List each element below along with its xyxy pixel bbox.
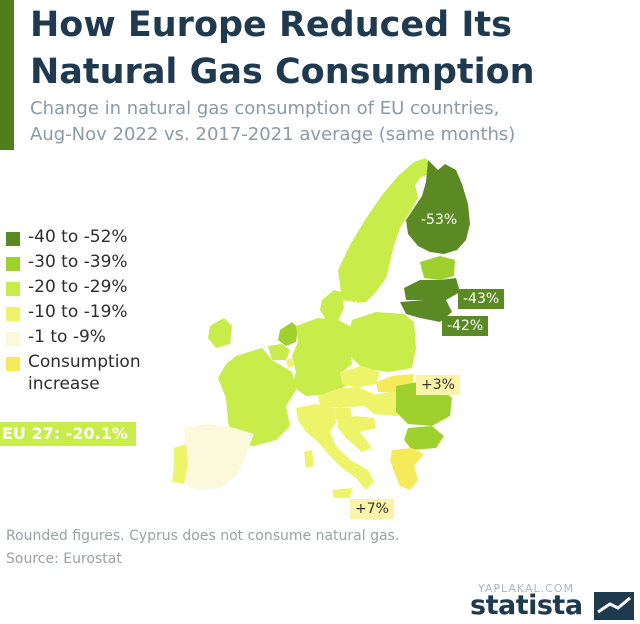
legend-swatch	[6, 332, 20, 346]
legend-swatch	[6, 282, 20, 296]
country-spain	[184, 424, 254, 490]
country-estonia	[420, 256, 455, 280]
legend-label: -30 to -39%	[28, 252, 128, 272]
legend-swatch	[6, 232, 20, 246]
legend-item: -40 to -52%	[6, 226, 176, 251]
chart-subtitle: Change in natural gas consumption of EU …	[30, 96, 515, 148]
legend-label: -1 to -9%	[28, 327, 106, 347]
europe-map	[172, 158, 470, 498]
country-austria	[318, 388, 374, 408]
logo-text: statista	[470, 590, 583, 621]
accent-bar	[0, 0, 14, 150]
legend-item: -10 to -19%	[6, 301, 176, 326]
map-label-latvia: -43%	[458, 289, 505, 309]
country-france	[218, 348, 296, 446]
legend-item: -20 to -29%	[6, 276, 176, 301]
statista-logo-icon	[594, 592, 634, 620]
legend-item: -1 to -9%	[6, 326, 176, 351]
legend-swatch	[6, 307, 20, 321]
eu-summary-label: EU 27: -20.1%	[0, 422, 136, 446]
country-lithuania	[400, 300, 452, 322]
legend-swatch	[6, 257, 20, 271]
country-bulgaria	[404, 426, 444, 450]
legend-label: Consumption increase	[28, 352, 141, 394]
country-greece	[390, 448, 424, 490]
country-germany	[292, 318, 352, 396]
country-poland	[348, 312, 416, 372]
country-finland	[406, 160, 470, 254]
map-label-lithuania: -42%	[442, 316, 489, 336]
chart-title: How Europe Reduced Its Natural Gas Consu…	[30, 2, 535, 96]
legend: -40 to -52% -30 to -39% -20 to -29% -10 …	[6, 226, 176, 399]
map-label-finland: -53%	[421, 212, 458, 228]
country-ireland	[208, 318, 232, 348]
title-line-2: Natural Gas Consumption	[30, 52, 535, 92]
country-sweden	[356, 180, 418, 303]
country-italy	[296, 404, 374, 490]
country-italy-sicily	[332, 488, 352, 498]
country-czechia	[340, 366, 380, 388]
legend-label: -40 to -52%	[28, 227, 128, 247]
map-label-romania: +3%	[416, 375, 460, 395]
legend-item: -30 to -39%	[6, 251, 176, 276]
legend-label: -10 to -19%	[28, 302, 128, 322]
legend-label: -20 to -29%	[28, 277, 128, 297]
legend-item: Consumption increase	[6, 351, 176, 399]
subtitle-line-1: Change in natural gas consumption of EU …	[30, 98, 500, 119]
country-croatia	[338, 416, 376, 452]
country-italy-sardinia	[304, 450, 314, 468]
title-line-1: How Europe Reduced Its	[30, 5, 512, 45]
source-note: Source: Eurostat	[6, 551, 122, 567]
country-slovenia	[334, 408, 352, 420]
statista-logo: statista	[470, 590, 638, 624]
country-luxembourg	[286, 358, 294, 368]
footnote: Rounded figures. Cyprus does not consume…	[6, 528, 400, 544]
legend-swatch	[6, 357, 20, 371]
watermark-text: YAPLAKAL.COM	[478, 582, 574, 595]
country-netherlands	[278, 322, 298, 346]
country-latvia	[404, 278, 460, 300]
footer: Rounded figures. Cyprus does not consume…	[6, 525, 399, 571]
country-portugal	[172, 444, 188, 484]
map-label-greece: +7%	[350, 499, 394, 519]
subtitle-line-2: Aug-Nov 2022 vs. 2017-2021 average (same…	[30, 124, 516, 145]
country-denmark	[320, 290, 344, 320]
country-belgium	[268, 344, 290, 360]
